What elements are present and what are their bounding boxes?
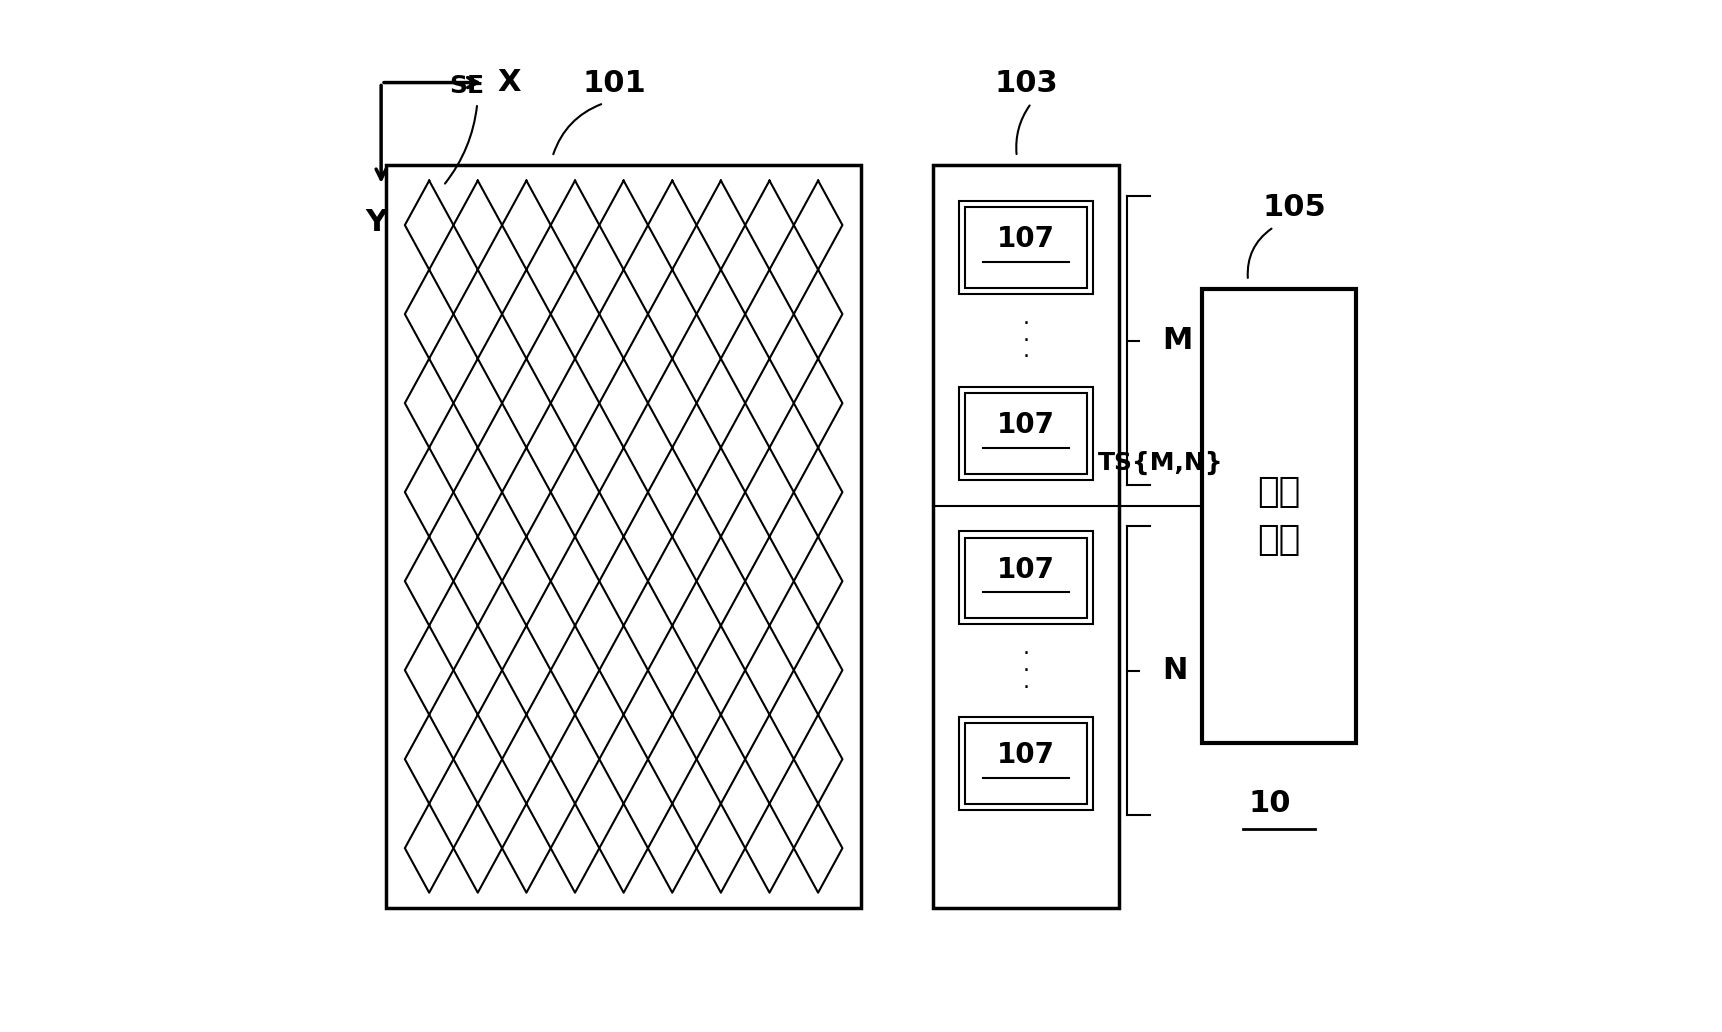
Text: ·
·
·: · · · [1023, 644, 1030, 698]
Text: Y: Y [365, 208, 387, 237]
Text: 判读
单元: 判读 单元 [1257, 476, 1300, 556]
Text: 107: 107 [997, 555, 1056, 584]
Text: 10: 10 [1248, 789, 1290, 818]
Bar [386, 165, 861, 908]
Text: 107: 107 [997, 741, 1056, 770]
Text: 107: 107 [997, 411, 1056, 440]
Text: X: X [498, 68, 522, 97]
Text: 105: 105 [1262, 193, 1326, 222]
Text: 103: 103 [994, 69, 1057, 98]
Text: TS{M,N}: TS{M,N} [1097, 451, 1223, 475]
Text: 107: 107 [997, 225, 1056, 254]
Bar [959, 531, 1093, 624]
Bar [966, 393, 1087, 474]
Bar [966, 723, 1087, 804]
Bar [933, 165, 1119, 908]
Bar [1202, 289, 1357, 743]
Text: ·
·
·: · · · [1023, 314, 1030, 367]
Bar [959, 387, 1093, 480]
Bar [959, 201, 1093, 294]
Text: M: M [1162, 326, 1193, 355]
Bar [966, 207, 1087, 288]
Bar [959, 717, 1093, 810]
Text: 101: 101 [582, 69, 646, 98]
Bar [966, 538, 1087, 618]
Text: N: N [1162, 656, 1188, 685]
Text: SE: SE [449, 74, 484, 98]
